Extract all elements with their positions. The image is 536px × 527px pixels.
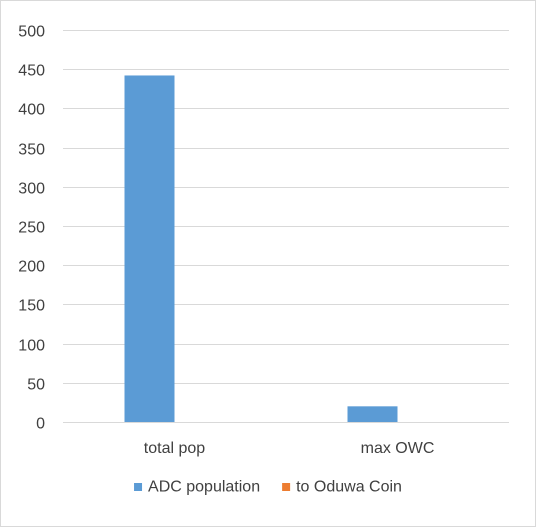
- bar-total-pop-series-0: [124, 75, 175, 423]
- bars: [124, 75, 398, 423]
- y-tick-label: 200: [18, 259, 45, 276]
- x-axis-ticks: total pop max OWC: [144, 440, 435, 457]
- y-tick-label: 50: [27, 377, 45, 394]
- legend-label: ADC population: [148, 479, 260, 496]
- y-tick-label: 500: [18, 24, 45, 41]
- legend: ADC population to Oduwa Coin: [134, 479, 402, 496]
- y-tick-label: 400: [18, 102, 45, 119]
- y-axis-ticks: 0 50 100 150 200 250 300 350 400 450 500: [18, 24, 45, 433]
- y-tick-label: 300: [18, 181, 45, 198]
- x-tick-label: max OWC: [361, 440, 435, 457]
- y-tick-label: 250: [18, 220, 45, 237]
- legend-label: to Oduwa Coin: [296, 479, 402, 496]
- y-tick-label: 0: [36, 416, 45, 433]
- y-tick-label: 350: [18, 142, 45, 159]
- y-tick-label: 450: [18, 63, 45, 80]
- y-tick-label: 150: [18, 298, 45, 315]
- y-tick-label: 100: [18, 338, 45, 355]
- legend-swatch: [282, 483, 291, 491]
- bar-max-owc-series-0: [347, 406, 398, 422]
- x-tick-label: total pop: [144, 440, 205, 457]
- legend-swatch: [134, 483, 143, 491]
